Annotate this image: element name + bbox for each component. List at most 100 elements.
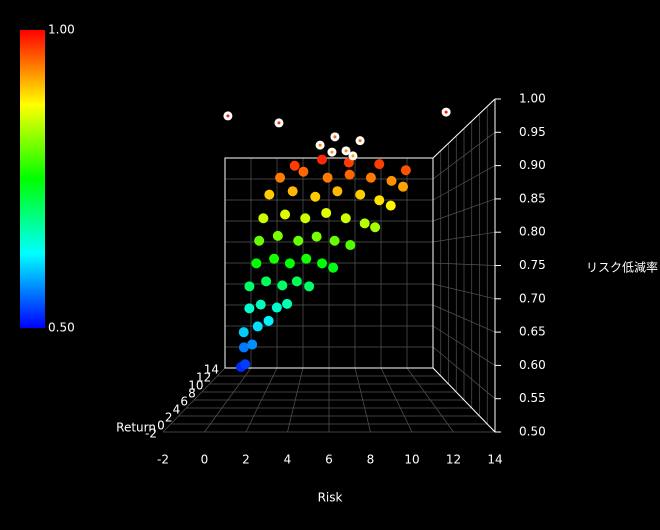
highlight-center	[444, 110, 448, 114]
point	[258, 213, 269, 224]
x-tick-label: 12	[446, 453, 461, 467]
point	[271, 302, 282, 313]
point	[344, 169, 355, 180]
point	[332, 186, 343, 197]
colorbar-tick-label: 0.50	[48, 321, 75, 335]
x-tick-label: 4	[284, 453, 292, 467]
point	[345, 240, 356, 251]
point	[269, 253, 280, 264]
point	[282, 298, 293, 309]
colorbar-tick-label: 1.00	[48, 23, 75, 37]
x-tick-label: -2	[157, 453, 169, 467]
z-tick-label: 0.55	[519, 391, 546, 405]
point	[284, 258, 295, 269]
y-axis-label: Return	[116, 421, 156, 435]
point	[275, 172, 286, 183]
z-tick-label: 0.90	[519, 158, 546, 172]
back-wall	[224, 157, 434, 369]
point	[374, 195, 385, 206]
side-grid-line	[432, 283, 496, 300]
side-grid-line	[432, 346, 496, 399]
point	[264, 189, 275, 200]
point	[386, 175, 397, 186]
y-tick-label: 12	[196, 371, 211, 385]
box-edge	[432, 367, 496, 433]
point	[291, 276, 302, 287]
point	[329, 235, 340, 246]
colorbar	[20, 30, 45, 328]
point	[252, 321, 263, 332]
y-tick-label: 10	[188, 379, 203, 393]
highlight-center	[226, 114, 230, 118]
point	[238, 327, 249, 338]
side-grid-line	[432, 231, 496, 243]
z-tick-label: 0.70	[519, 291, 546, 305]
point	[240, 359, 251, 370]
y-tick-label: 4	[173, 403, 181, 417]
point	[374, 159, 385, 170]
point	[255, 299, 266, 310]
z-tick-label: 0.65	[519, 325, 546, 339]
point	[400, 165, 411, 176]
point	[244, 303, 255, 314]
z-tick-label: 0.95	[519, 125, 546, 139]
point	[300, 213, 311, 224]
point	[238, 342, 249, 353]
side-grid-line	[432, 198, 496, 222]
side-grid-line	[432, 262, 496, 266]
highlight-center	[358, 139, 362, 143]
point	[251, 258, 262, 269]
point	[355, 189, 366, 200]
highlight-center	[318, 143, 322, 147]
point	[328, 262, 339, 273]
point	[289, 160, 300, 171]
side-grid-line	[432, 304, 496, 333]
y-tick-label: -2	[145, 427, 157, 441]
x-tick-label: 2	[242, 453, 250, 467]
point	[340, 213, 351, 224]
point	[277, 280, 288, 291]
point	[244, 281, 255, 292]
point	[317, 258, 328, 269]
x-tick-label: 0	[201, 453, 209, 467]
highlight-center	[277, 121, 281, 125]
point	[310, 191, 321, 202]
point	[254, 235, 265, 246]
y-tick-label: 2	[165, 411, 173, 425]
point	[385, 200, 396, 211]
point	[247, 339, 258, 350]
z-tick-label: 0.50	[519, 425, 546, 439]
z-tick-label: 0.75	[519, 258, 546, 272]
x-tick-label: 10	[404, 453, 419, 467]
point	[301, 253, 312, 264]
point	[287, 186, 298, 197]
y-tick-label: 8	[188, 387, 196, 401]
x-tick-label: 8	[367, 453, 375, 467]
z-tick-label: 0.85	[519, 191, 546, 205]
point	[398, 181, 409, 192]
z-tick-label: 0.80	[519, 225, 546, 239]
box-edge	[432, 98, 496, 159]
highlight-center	[351, 154, 355, 158]
side-grid-line	[432, 132, 496, 180]
z-tick-label: 1.00	[519, 92, 546, 106]
point	[293, 235, 304, 246]
y-tick-label: 6	[180, 395, 188, 409]
point	[272, 230, 283, 241]
axes-box	[224, 98, 496, 433]
point	[370, 222, 381, 233]
side-grid-line	[432, 165, 496, 201]
y-tick-label: 0	[157, 419, 165, 433]
point	[317, 154, 328, 165]
point	[261, 276, 272, 287]
x-tick-label: 6	[325, 453, 333, 467]
x-tick-label: 14	[487, 453, 502, 467]
point	[311, 231, 322, 242]
point	[298, 166, 309, 177]
x-axis-label: Risk	[318, 491, 343, 505]
point	[304, 281, 315, 292]
point	[263, 315, 274, 326]
point	[321, 207, 332, 218]
y-tick-label: 14	[204, 363, 219, 377]
